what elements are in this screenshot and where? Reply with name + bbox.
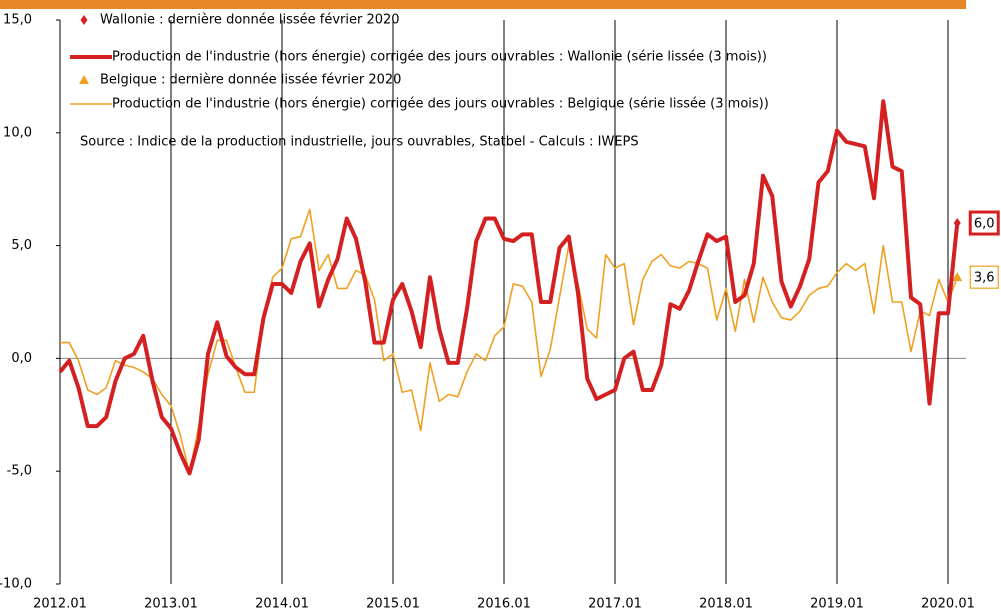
y-tick-label: -5,0 [7,464,32,479]
y-tick-label: 0,0 [11,351,32,366]
legend-label: Belgique : dernière donnée lissée févrie… [100,73,401,88]
legend-label: Wallonie : dernière donnée lissée févrie… [100,13,400,28]
x-tick-label: 2019.01 [810,597,864,612]
source-note: Source : Indice de la production industr… [80,135,639,150]
series-line [60,208,958,475]
legend-label: Production de l'industrie (hors énergie)… [112,50,767,65]
value-label-box [968,210,1000,236]
x-tick-label: 2014.01 [255,597,309,612]
legend-marker [79,75,89,84]
x-tick-label: 2020.01 [921,597,975,612]
x-tick-label: 2018.01 [699,597,753,612]
x-tick-label: 2013.01 [144,597,198,612]
y-tick-label: 15,0 [3,13,32,28]
legend-marker [80,15,88,25]
value-label: 3,6 [974,271,995,286]
x-tick-label: 2016.01 [477,597,531,612]
value-label: 6,0 [974,217,995,232]
series-line [58,99,960,476]
value-label-box [969,265,999,289]
y-tick-label: -10,0 [0,577,32,592]
top-bar [0,0,966,9]
legend-label: Production de l'industrie (hors énergie)… [112,97,769,112]
x-tick-label: 2017.01 [588,597,642,612]
last-point-marker [953,218,961,229]
x-tick-label: 2012.01 [33,597,87,612]
x-tick-label: 2015.01 [366,597,420,612]
last-point-marker [952,272,963,282]
y-tick-label: 5,0 [11,238,32,253]
y-tick-label: 10,0 [3,125,32,140]
